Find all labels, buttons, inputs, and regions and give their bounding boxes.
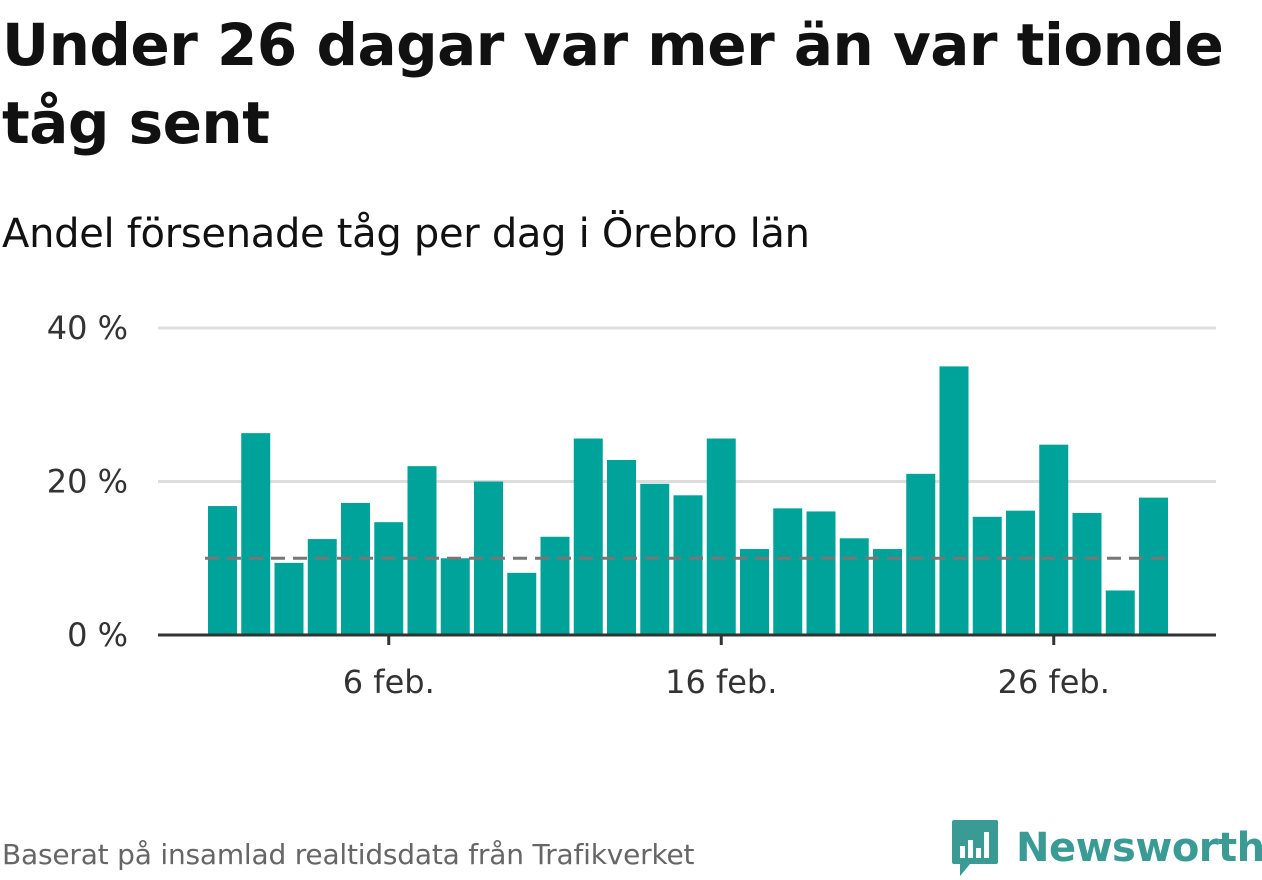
bar [939,366,969,635]
y-tick-label: 0 % [67,616,128,654]
bar [374,522,404,635]
bar [906,473,936,635]
newsworthy-brand: Newsworthy [950,816,1262,880]
bar [573,438,603,635]
bar [706,438,736,635]
bar [839,538,869,635]
bar [507,572,537,635]
y-tick-label: 20 % [47,463,128,501]
bar [1006,510,1035,635]
bar [307,539,337,635]
bar [1039,444,1069,635]
bars [208,366,1168,635]
bar [873,549,902,635]
bar [241,433,271,635]
bar [673,495,703,635]
bar [740,549,769,635]
bar [540,536,570,635]
y-axis-labels: 0 % 20 % 40 % [47,309,128,654]
x-tick-label: 16 feb. [665,663,777,701]
x-tick-label: 6 feb. [343,663,435,701]
x-tick-label: 26 feb. [998,663,1110,701]
bar [972,516,1002,635]
y-tick-label: 40 % [47,309,128,347]
bar [341,502,370,635]
bar [607,460,636,635]
bar [1139,497,1168,635]
chart-title: Under 26 dagar var mer än var tionde tåg… [2,11,1224,157]
source-footer: Baserat på insamlad realtidsdata från Tr… [2,838,695,871]
bar-chart: 6 feb. 16 feb. 26 feb. 0 % 20 % 40 % [47,309,1216,701]
bar [1105,590,1135,635]
bar [407,466,437,635]
bar [208,506,237,635]
bar [440,558,470,635]
chart-subtitle: Andel försenade tåg per dag i Örebro län [2,211,810,257]
bar [1072,512,1102,635]
newsworthy-logo-icon [952,820,998,876]
brand-name: Newsworthy [1016,825,1262,871]
bar [773,508,803,635]
x-axis: 6 feb. 16 feb. 26 feb. [158,633,1216,701]
bar [274,562,304,635]
bar [806,511,836,635]
